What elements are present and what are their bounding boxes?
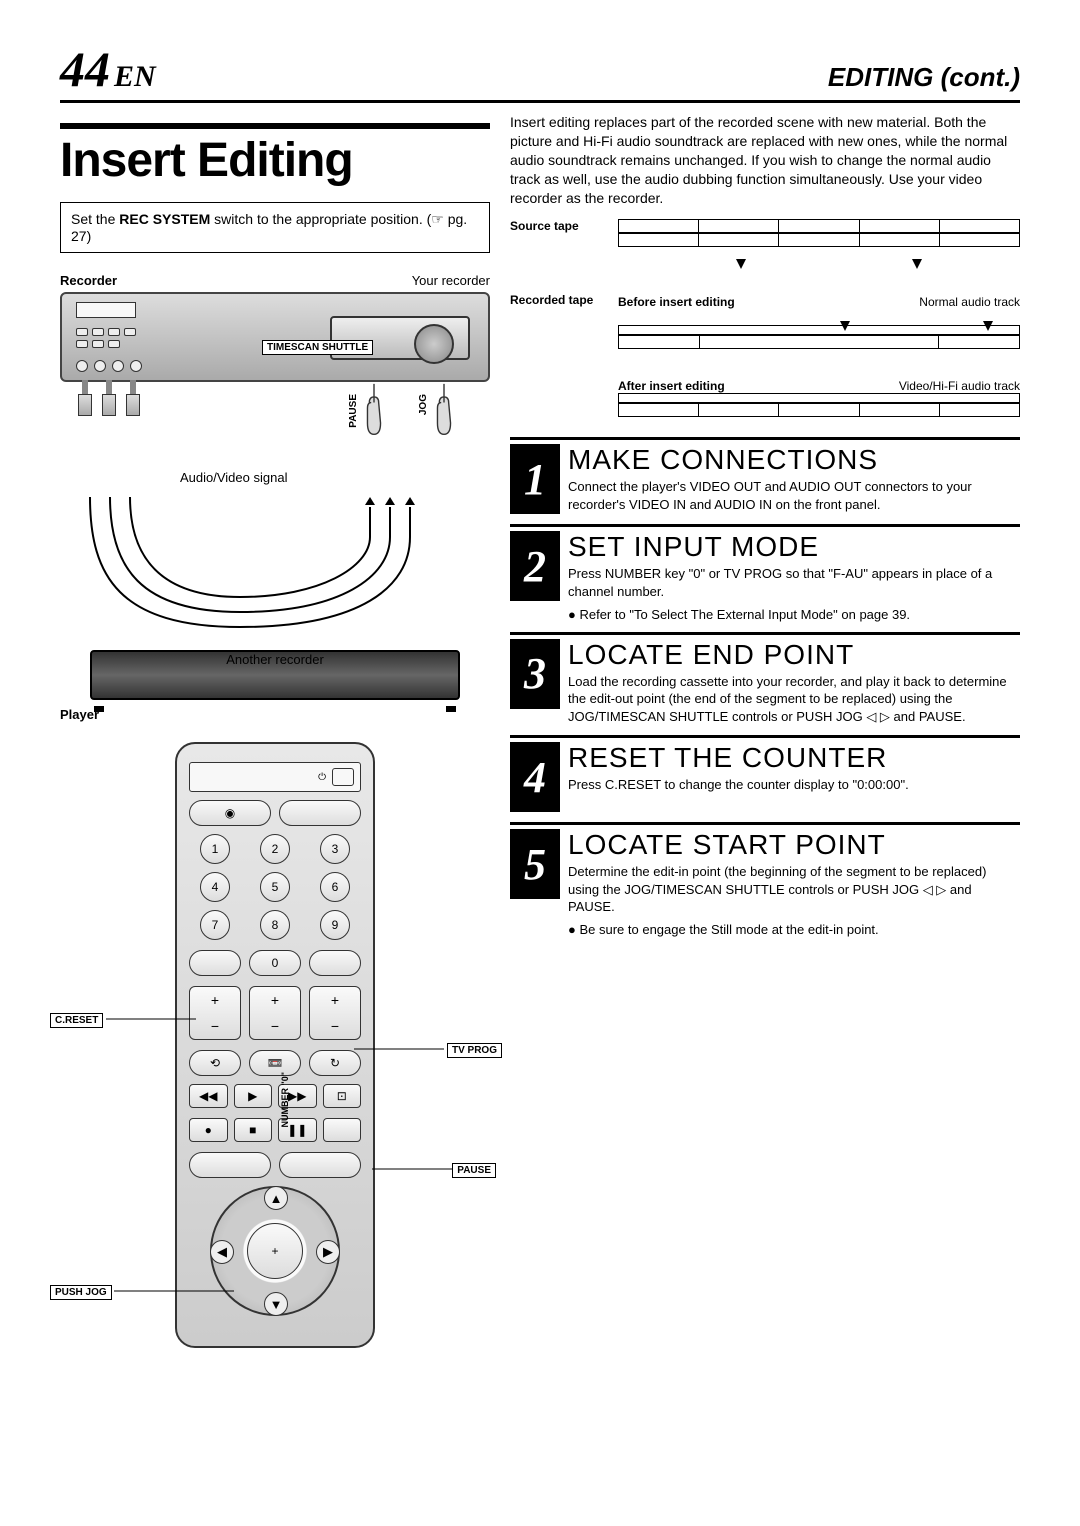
tvprog-callout: TV PROG: [447, 1040, 502, 1058]
rocker-button: +−: [189, 986, 241, 1040]
another-recorder-label: Another recorder: [60, 652, 490, 667]
remote-button: [279, 1152, 361, 1178]
page-number: 44 EN: [60, 40, 156, 98]
rec-system-note: Set the REC SYSTEM switch to the appropr…: [60, 202, 490, 253]
steps-list: 1MAKE CONNECTIONSConnect the player's VI…: [510, 437, 1020, 936]
recorded-tape-label: Recorded tape: [510, 293, 610, 307]
video-hifi-label: Video/Hi-Fi audio track: [899, 379, 1020, 393]
intro-text: Insert editing replaces part of the reco…: [510, 113, 1020, 207]
number-0-button: 0: [249, 950, 301, 976]
number-key-8: 8: [260, 910, 290, 940]
step: 4RESET THE COUNTER Press C.RESET to chang…: [510, 735, 1020, 812]
source-tape-label: Source tape: [510, 219, 610, 233]
step-title: LOCATE START POINT: [568, 829, 1020, 861]
step-bullet: Refer to "To Select The External Input M…: [568, 607, 1020, 622]
note-switch: REC SYSTEM: [119, 211, 210, 227]
remote-display: ⏻: [189, 762, 361, 792]
recorder-label: Recorder: [60, 273, 117, 288]
pause-callout: PAUSE: [452, 1160, 496, 1178]
remote-button: [323, 1118, 362, 1142]
after-label: After insert editing: [618, 379, 725, 393]
your-recorder-label: Your recorder: [412, 273, 490, 288]
remote-illustration: ⏻ ◉ 1 2 3 4 5 6 7 8 9: [175, 742, 375, 1348]
number-keypad: 1 2 3 4 5 6 7 8 9: [189, 834, 361, 940]
jog-label: JOG: [418, 394, 429, 415]
step-title: MAKE CONNECTIONS: [568, 444, 1020, 476]
step-number: 5: [510, 829, 560, 899]
remote-button: ⊡: [323, 1084, 362, 1108]
step-title: LOCATE END POINT: [568, 639, 1020, 671]
number-key-7: 7: [200, 910, 230, 940]
remote-button: [309, 950, 361, 976]
remote-button: ◉: [189, 800, 271, 826]
normal-audio-label: Normal audio track: [919, 295, 1020, 309]
page-number-value: 44: [60, 40, 110, 98]
number-key-2: 2: [260, 834, 290, 864]
step-number: 3: [510, 639, 560, 709]
step-number: 4: [510, 742, 560, 812]
timescan-callout: TIMESCAN SHUTTLE: [262, 340, 373, 355]
step-title: SET INPUT MODE: [568, 531, 1020, 563]
cable-plug: [76, 380, 94, 420]
rewind-button: ◀◀: [189, 1084, 228, 1108]
remote-button: [189, 1152, 271, 1178]
creset-callout: C.RESET: [50, 1010, 103, 1028]
step: 2SET INPUT MODEPress NUMBER key "0" or T…: [510, 524, 1020, 621]
cable-path: [60, 497, 460, 637]
jog-finger: [430, 382, 458, 443]
page-title: Insert Editing: [60, 133, 490, 188]
number0-callout: NUMBER "0": [280, 1072, 290, 1133]
recorder-diagram: Recorder Your recorder TIMESCAN SHUTTLE: [60, 273, 490, 722]
number-key-6: 6: [320, 872, 350, 902]
step-text: Press C.RESET to change the counter disp…: [568, 776, 1020, 794]
step-text: Connect the player's VIDEO OUT and AUDIO…: [568, 478, 1020, 513]
vcr-illustration: TIMESCAN SHUTTLE: [60, 292, 490, 382]
player-label: Player: [60, 707, 490, 722]
step-bullet: Be sure to engage the Still mode at the …: [568, 922, 1020, 937]
remote-button: [279, 800, 361, 826]
rocker-button: +−: [249, 986, 301, 1040]
cable-plug: [124, 380, 142, 420]
before-label: Before insert editing: [618, 295, 735, 309]
remote-button: ↻: [309, 1050, 361, 1076]
step: 3LOCATE END POINTLoad the recording cass…: [510, 632, 1020, 726]
pushjog-button: +: [247, 1223, 303, 1279]
remote-button: ⟲: [189, 1050, 241, 1076]
step-text: Press NUMBER key "0" or TV PROG so that …: [568, 565, 1020, 600]
signal-label: Audio/Video signal: [180, 470, 490, 485]
page-header: 44 EN EDITING (cont.): [60, 40, 1020, 103]
step-number: 1: [510, 444, 560, 514]
step: 1MAKE CONNECTIONSConnect the player's VI…: [510, 437, 1020, 514]
note-prefix: Set the: [71, 211, 119, 227]
jog-ring: ▲ ▼ ◀ ▶ +: [210, 1186, 340, 1316]
step-number: 2: [510, 531, 560, 601]
page-language: EN: [114, 60, 156, 94]
number-key-5: 5: [260, 872, 290, 902]
number-key-3: 3: [320, 834, 350, 864]
pushjog-callout: PUSH JOG: [50, 1282, 112, 1300]
pause-label: PAUSE: [348, 394, 359, 428]
step-text: Load the recording cassette into your re…: [568, 673, 1020, 726]
stop-button: ■: [234, 1118, 273, 1142]
number-key-9: 9: [320, 910, 350, 940]
step-text: Determine the edit-in point (the beginni…: [568, 863, 1020, 916]
pause-finger: [360, 382, 388, 443]
creset-button: [189, 950, 241, 976]
section-title: EDITING (cont.): [828, 62, 1020, 93]
number-key-1: 1: [200, 834, 230, 864]
step-title: RESET THE COUNTER: [568, 742, 1020, 774]
number-key-4: 4: [200, 872, 230, 902]
tape-diagram: Source tape Recorded tape Before insert …: [510, 219, 1020, 417]
cable-plug: [100, 380, 118, 420]
record-button: ●: [189, 1118, 228, 1142]
play-button: ▶: [234, 1084, 273, 1108]
step: 5LOCATE START POINTDetermine the edit-in…: [510, 822, 1020, 937]
title-rule: Insert Editing: [60, 123, 490, 188]
remote-button: 📼: [249, 1050, 301, 1076]
tvprog-button: +−: [309, 986, 361, 1040]
